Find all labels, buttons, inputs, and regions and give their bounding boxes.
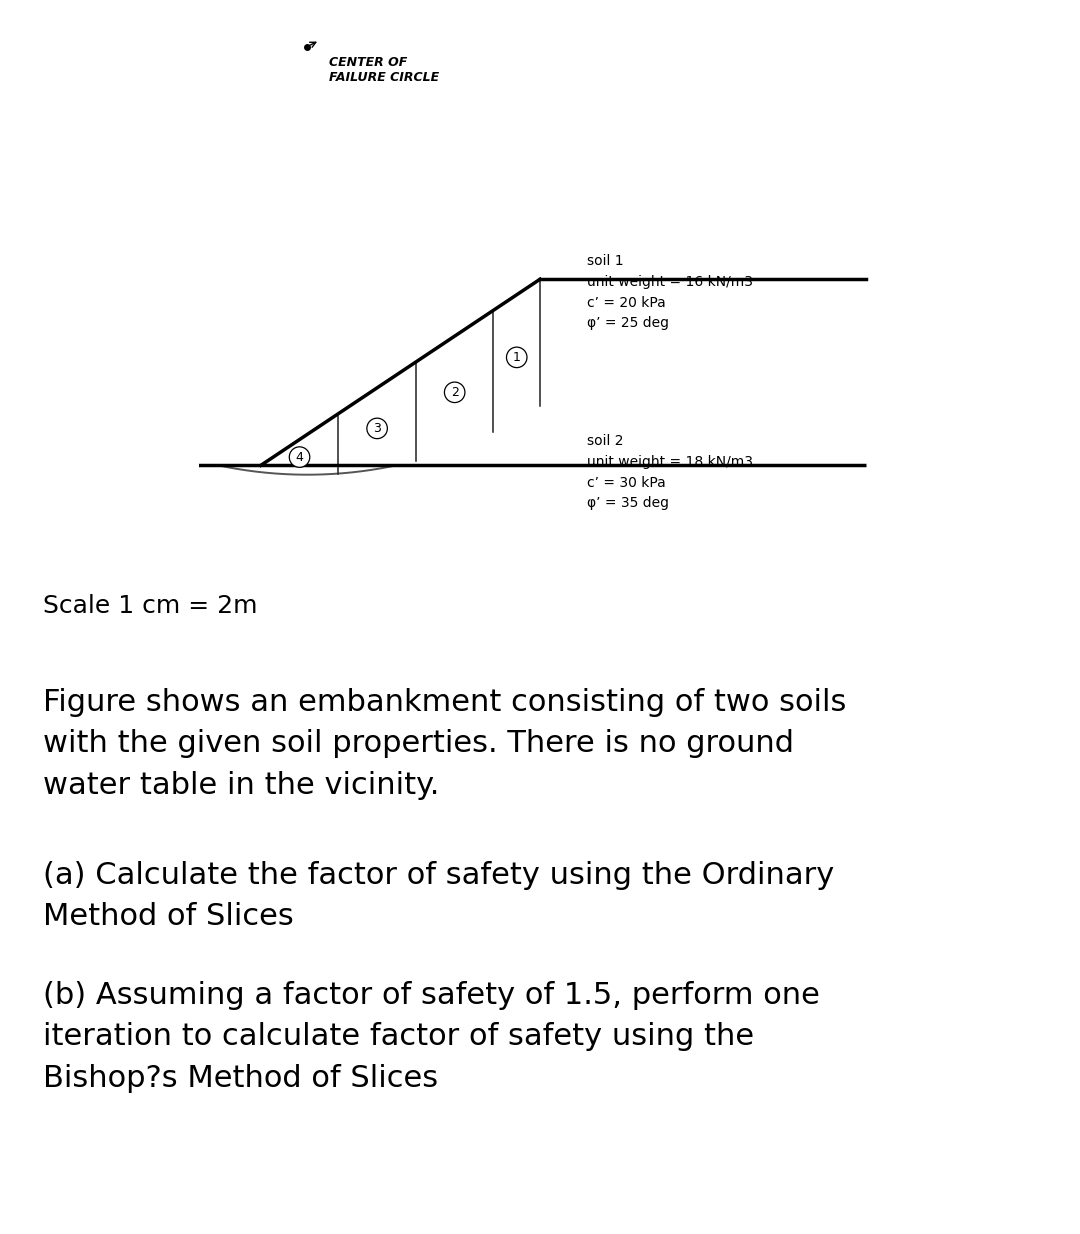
- Text: soil 1
unit weight = 16 kN/m3
c’ = 20 kPa
φ’ = 25 deg: soil 1 unit weight = 16 kN/m3 c’ = 20 kP…: [586, 254, 753, 331]
- Text: (b) Assuming a factor of safety of 1.5, perform one
iteration to calculate facto: (b) Assuming a factor of safety of 1.5, …: [43, 981, 820, 1093]
- Text: Scale 1 cm = 2m: Scale 1 cm = 2m: [43, 595, 258, 618]
- Text: 2: 2: [450, 386, 459, 399]
- Text: (a) Calculate the factor of safety using the Ordinary
Method of Slices: (a) Calculate the factor of safety using…: [43, 861, 835, 932]
- Text: Figure shows an embankment consisting of two soils
with the given soil propertie: Figure shows an embankment consisting of…: [43, 687, 847, 800]
- Text: CENTER OF
FAILURE CIRCLE: CENTER OF FAILURE CIRCLE: [329, 56, 440, 84]
- Text: 3: 3: [374, 422, 381, 434]
- Text: 4: 4: [296, 450, 303, 464]
- Text: soil 2
unit weight = 18 kN/m3
c’ = 30 kPa
φ’ = 35 deg: soil 2 unit weight = 18 kN/m3 c’ = 30 kP…: [586, 434, 753, 510]
- Text: 1: 1: [513, 350, 521, 364]
